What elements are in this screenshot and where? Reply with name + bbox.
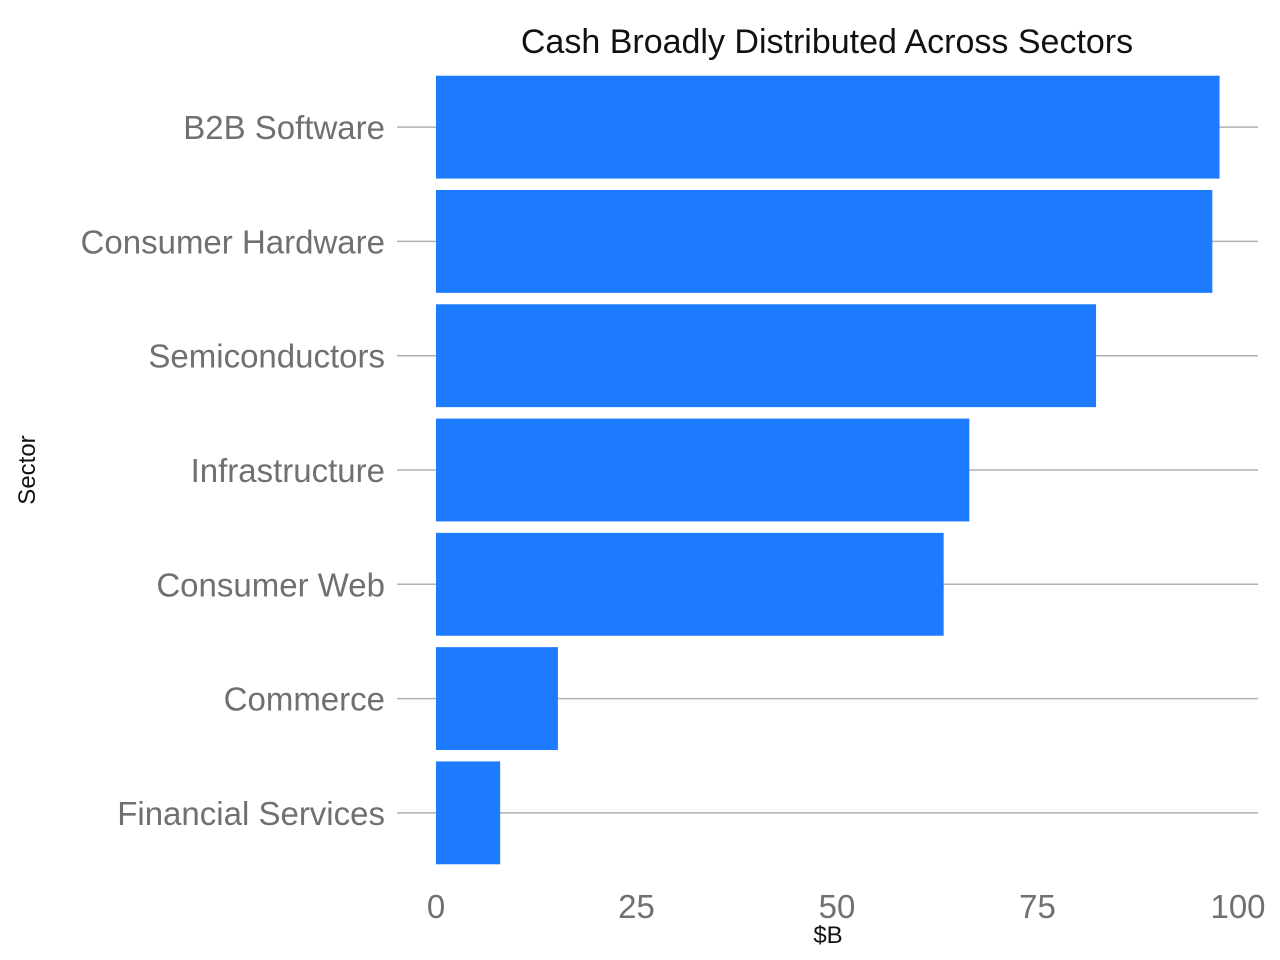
x-axis-label: $B <box>813 922 842 949</box>
bar <box>436 418 970 522</box>
x-axis-ticks: 0 25 50 75 100 <box>427 888 1266 925</box>
y-axis-ticks: B2B Software Consumer Hardware Semiconduct… <box>81 109 436 832</box>
y-tick-label: Infrastructure <box>191 452 385 489</box>
chart-title: Cash Broadly Distributed Across Sectors <box>521 23 1133 61</box>
y-tick-label: Financial Services <box>117 795 385 832</box>
bar <box>436 304 1097 408</box>
x-tick-label: 50 <box>819 888 856 925</box>
x-tick-label: 0 <box>427 888 445 925</box>
x-tick-label: 75 <box>1019 888 1056 925</box>
bars <box>436 75 1220 865</box>
y-tick-label: Semiconductors <box>148 338 385 375</box>
x-tick-label: 100 <box>1210 888 1265 925</box>
y-tick-label: B2B Software <box>183 109 385 146</box>
y-tick-label: Consumer Hardware <box>81 223 385 260</box>
y-axis-label: Sector <box>14 435 41 504</box>
y-tick-label: Commerce <box>224 681 385 718</box>
bar <box>436 532 944 636</box>
bar <box>436 190 1213 293</box>
bar <box>436 647 558 750</box>
bar <box>436 761 501 865</box>
bar <box>436 75 1220 179</box>
y-tick-label: Consumer Web <box>156 566 385 603</box>
x-tick-label: 25 <box>618 888 655 925</box>
